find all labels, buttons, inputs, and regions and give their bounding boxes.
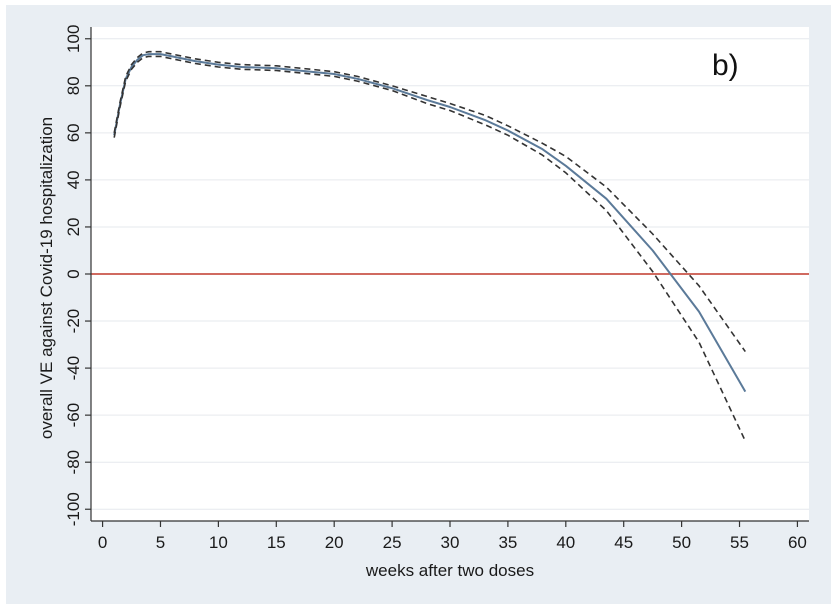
y-tick-label: -20 [64, 309, 83, 334]
x-tick-label: 10 [209, 533, 228, 552]
y-tick-label: 20 [64, 217, 83, 236]
x-tick-label: 40 [556, 533, 575, 552]
series-line-upper-ci [113, 50, 746, 353]
x-tick-label: 20 [325, 533, 344, 552]
x-tick-label: 35 [498, 533, 517, 552]
x-tick-label: 30 [441, 533, 460, 552]
series-line-lower-ci [113, 55, 747, 442]
y-tick-label: 100 [64, 25, 83, 53]
y-axis-title: overall VE against Covid-19 hospitalizat… [37, 117, 56, 439]
series-line-estimate [113, 53, 747, 393]
y-tick-label: -60 [64, 403, 83, 428]
x-tick-label: 55 [730, 533, 749, 552]
x-tick-label: 5 [156, 533, 165, 552]
y-tick-label: -80 [64, 450, 83, 475]
y-tick-label: 0 [64, 269, 83, 278]
series-group [113, 50, 747, 442]
panel-label: b) [712, 49, 739, 82]
x-tick-label: 60 [788, 533, 807, 552]
y-tick-label: 40 [64, 170, 83, 189]
y-tick-label: 80 [64, 76, 83, 95]
y-tick-label: -100 [64, 492, 83, 526]
y-tick-label: 60 [64, 123, 83, 142]
y-axis-ticks: -100 -80 -60 -40 -20 0 20 40 60 80 100 [64, 25, 91, 526]
x-tick-label: 45 [614, 533, 633, 552]
x-axis-ticks: 0 5 10 15 20 25 30 35 40 45 50 55 60 [98, 521, 807, 552]
x-tick-label: 50 [672, 533, 691, 552]
x-axis-title: weeks after two doses [365, 561, 534, 580]
x-tick-label: 15 [267, 533, 286, 552]
y-tick-label: -40 [64, 356, 83, 381]
x-tick-label: 0 [98, 533, 107, 552]
x-tick-label: 25 [383, 533, 402, 552]
